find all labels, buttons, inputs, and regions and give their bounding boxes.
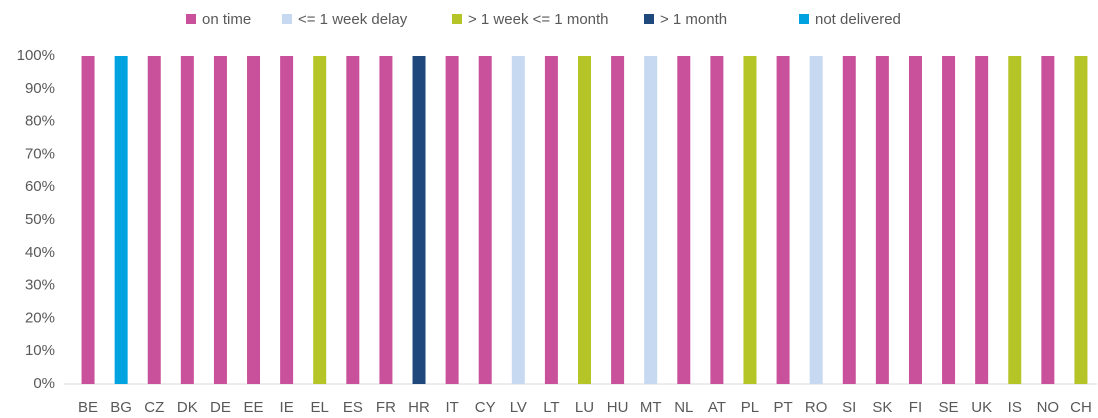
bar-segment [1074, 56, 1088, 384]
bar-segment [875, 56, 889, 384]
x-tick-label: LU [575, 399, 594, 416]
legend-label: <= 1 week delay [298, 11, 408, 28]
x-tick-label: DE [210, 399, 231, 416]
y-tick-label: 70% [25, 145, 55, 162]
bar-segment [611, 56, 625, 384]
bar-segment [478, 56, 492, 384]
x-tick-label: IE [280, 399, 294, 416]
y-tick-label: 60% [25, 178, 55, 195]
bar-segment [511, 56, 525, 384]
bar-segment [776, 56, 790, 384]
legend-swatch [799, 14, 809, 24]
x-tick-label: DK [177, 399, 198, 416]
legend-label: > 1 week <= 1 month [468, 11, 609, 28]
bar-segment [842, 56, 856, 384]
bar-segment [908, 56, 922, 384]
x-tick-label: FR [376, 399, 396, 416]
x-tick-label: MT [640, 399, 662, 416]
x-tick-label: SK [872, 399, 892, 416]
bar-segment [975, 56, 989, 384]
y-tick-label: 20% [25, 309, 55, 326]
x-tick-label: CZ [144, 399, 164, 416]
bar-segment [1041, 56, 1055, 384]
x-tick-label: RO [805, 399, 828, 416]
bar-segment [942, 56, 956, 384]
bar-segment [644, 56, 658, 384]
bar-segment [313, 56, 327, 384]
y-tick-label: 90% [25, 80, 55, 97]
y-tick-label: 30% [25, 277, 55, 294]
legend-swatch [644, 14, 654, 24]
bar-segment [445, 56, 459, 384]
bar-segment [147, 56, 161, 384]
bar-segment [544, 56, 558, 384]
x-tick-label: HR [408, 399, 430, 416]
bar-segment [114, 56, 128, 384]
legend-swatch [186, 14, 196, 24]
bar-segment [379, 56, 393, 384]
x-tick-label: LT [543, 399, 559, 416]
x-tick-label: PT [773, 399, 792, 416]
x-tick-label: IT [445, 399, 458, 416]
legend-label: on time [202, 11, 251, 28]
x-tick-label: UK [971, 399, 992, 416]
x-tick-label: AT [708, 399, 726, 416]
x-tick-label: BE [78, 399, 98, 416]
bar-segment [1008, 56, 1022, 384]
legend-swatch [282, 14, 292, 24]
legend-label: > 1 month [660, 11, 727, 28]
y-tick-label: 80% [25, 113, 55, 130]
x-tick-label: NL [674, 399, 693, 416]
bar-segment [180, 56, 194, 384]
x-tick-label: NO [1037, 399, 1060, 416]
x-tick-label: EE [244, 399, 264, 416]
bar-segment [280, 56, 294, 384]
x-tick-label: FI [909, 399, 922, 416]
x-tick-label: PL [741, 399, 759, 416]
x-tick-label: HU [607, 399, 629, 416]
bar-segment [81, 56, 95, 384]
legend-swatch [452, 14, 462, 24]
bar-segment [247, 56, 261, 384]
x-tick-label: BG [110, 399, 132, 416]
x-tick-label: SE [939, 399, 959, 416]
bar-segment [346, 56, 360, 384]
x-tick-label: LV [510, 399, 527, 416]
bar-segment [677, 56, 691, 384]
bar-segment [710, 56, 724, 384]
bar-segment [412, 56, 426, 384]
x-tick-label: SI [842, 399, 856, 416]
x-tick-label: ES [343, 399, 363, 416]
legend-label: not delivered [815, 11, 901, 28]
bar-segment [743, 56, 757, 384]
bar-segment [809, 56, 823, 384]
y-tick-label: 10% [25, 342, 55, 359]
x-tick-label: CH [1070, 399, 1092, 416]
x-tick-label: CY [475, 399, 496, 416]
x-tick-label: EL [311, 399, 329, 416]
y-tick-label: 0% [33, 375, 55, 392]
y-tick-label: 40% [25, 244, 55, 261]
bar-segment [578, 56, 591, 384]
y-tick-label: 50% [25, 211, 55, 228]
bar-segment [213, 56, 227, 384]
x-tick-label: IS [1008, 399, 1022, 416]
y-tick-label: 100% [17, 47, 55, 64]
